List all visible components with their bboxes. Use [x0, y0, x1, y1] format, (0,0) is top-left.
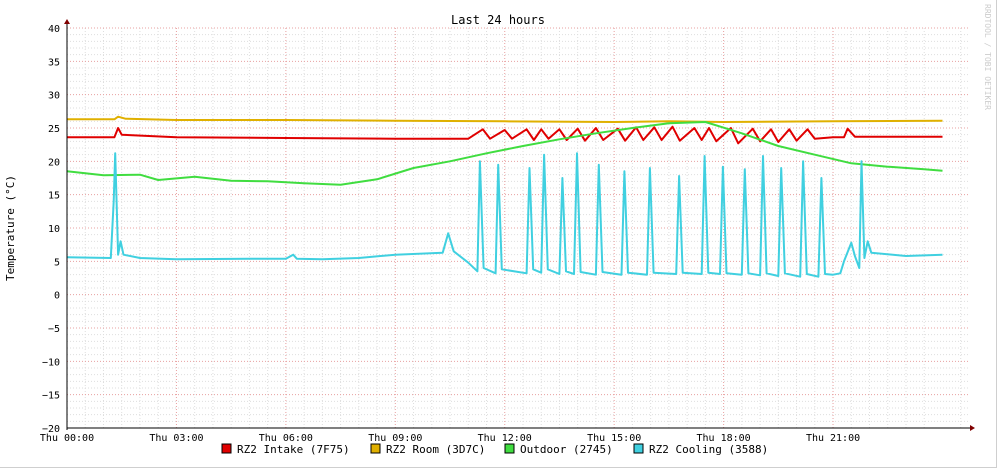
series-line	[67, 125, 943, 145]
y-tick-label: 25	[48, 124, 60, 135]
y-tick-label: 20	[48, 157, 60, 168]
y-axis-label: Temperature (°C)	[4, 175, 17, 281]
y-tick-label: 10	[48, 224, 60, 235]
series-layer	[66, 115, 943, 278]
legend-swatch	[221, 443, 232, 454]
y-tick-label: 40	[48, 24, 60, 35]
axes	[64, 19, 975, 431]
legend-label: RZ2 Cooling (3588)	[649, 443, 768, 456]
x-tick-label: Thu 12:00	[478, 433, 532, 444]
x-axis-arrow	[970, 425, 975, 431]
y-tick-label: 35	[48, 57, 60, 68]
chart-title: Last 24 hours	[451, 13, 545, 27]
rrdtool-credit: RRDTOOL / TOBI OETIKER	[983, 4, 992, 110]
y-axis-arrow	[64, 19, 70, 24]
x-tick-label: Thu 18:00	[697, 433, 751, 444]
y-tick-label: −20	[42, 424, 60, 435]
x-tick-label: Thu 09:00	[368, 433, 422, 444]
y-tick-label: 15	[48, 191, 60, 202]
legend-swatch	[633, 443, 644, 454]
legend: RZ2 Intake (7F75) RZ2 Room (3D7C) Outdoor …	[221, 443, 768, 456]
legend-label: RZ2 Room (3D7C)	[386, 443, 485, 456]
x-tick-label: Thu 21:00	[806, 433, 860, 444]
x-tick-label: Thu 06:00	[259, 433, 313, 444]
minor-grid	[67, 28, 968, 428]
legend-swatch	[504, 443, 515, 454]
y-tick-label: 5	[54, 257, 60, 268]
series-line	[66, 152, 943, 278]
legend-swatch	[370, 443, 381, 454]
legend-label: RZ2 Intake (7F75)	[237, 443, 350, 456]
y-tick-label: −15	[42, 391, 60, 402]
y-tick-label: 30	[48, 91, 60, 102]
series-line	[67, 115, 943, 123]
x-tick-label: Thu 00:00	[40, 433, 94, 444]
series-line	[66, 121, 943, 186]
x-tick-label: Thu 03:00	[149, 433, 203, 444]
x-tick-label: Thu 15:00	[587, 433, 641, 444]
y-tick-label: 0	[54, 291, 60, 302]
y-tick-label: −5	[48, 324, 60, 335]
y-tick-label: −10	[42, 357, 60, 368]
legend-label: Outdoor (2745)	[520, 443, 613, 456]
